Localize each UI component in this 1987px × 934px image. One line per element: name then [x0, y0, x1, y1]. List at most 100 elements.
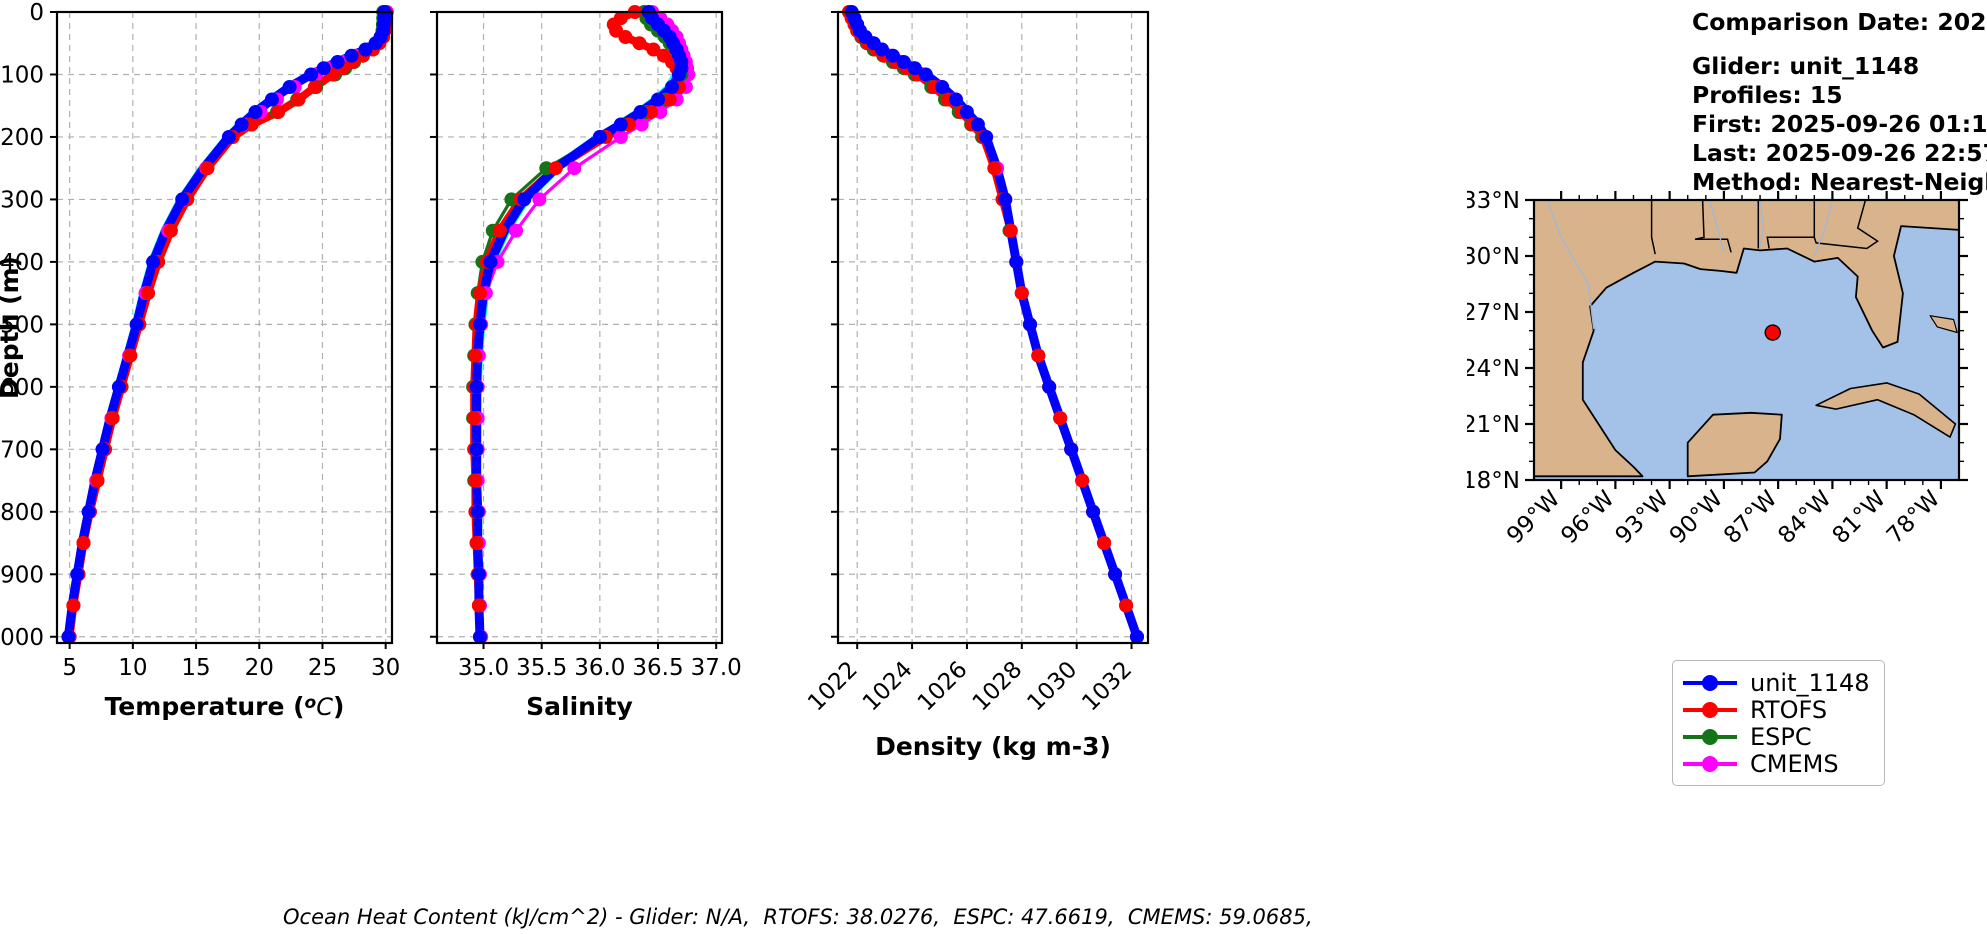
series-marker-RTOFS — [141, 286, 155, 301]
xticklabel: 35.0 — [458, 655, 509, 681]
glider-position-marker[interactable] — [1764, 324, 1781, 341]
xticklabel: 36.0 — [574, 655, 625, 681]
xticklabel: 25 — [308, 655, 337, 681]
series-marker-RTOFS — [644, 105, 658, 119]
series-marker-RTOFS — [468, 348, 483, 363]
series-marker-RTOFS — [492, 223, 507, 238]
series-marker-unit_1148 — [672, 67, 686, 82]
series-marker-RTOFS — [1097, 536, 1112, 550]
legend: unit_1148 RTOFS ESPC CMEMS — [1672, 660, 1885, 786]
series-marker-unit_1148 — [221, 130, 236, 144]
series-marker-unit_1148 — [248, 105, 263, 119]
map-lat-label: 27°N — [1467, 300, 1520, 326]
river — [1708, 200, 1725, 253]
series-marker-unit_1148 — [1042, 379, 1057, 394]
xticklabel: 1022 — [803, 657, 863, 717]
series-marker-unit_1148 — [61, 629, 76, 644]
yticklabel: 200 — [0, 125, 44, 151]
series-marker-unit_1148 — [111, 379, 126, 394]
interp-method: Method: Nearest-Neighbor — [1692, 168, 1987, 196]
xticklabel: 1032 — [1077, 657, 1137, 717]
state-border — [1766, 200, 1816, 249]
panel-frame — [435, 10, 724, 645]
series-marker-unit_1148 — [264, 92, 279, 107]
series-marker-unit_1148 — [1023, 317, 1037, 332]
legend-item-3[interactable]: CMEMS — [1683, 749, 1870, 778]
legend-item-1[interactable]: RTOFS — [1683, 696, 1870, 724]
land-cuba — [1815, 382, 1957, 438]
series-marker-unit_1148 — [70, 567, 85, 582]
series-marker-RTOFS — [1031, 348, 1046, 363]
series-marker-RTOFS — [469, 536, 484, 550]
series-marker-unit_1148 — [665, 80, 679, 94]
series-marker-unit_1148 — [358, 42, 373, 57]
yticklabel: 400 — [0, 250, 44, 276]
panel-temperature: 5101520253001002003004005006007008009001… — [0, 0, 400, 721]
series-marker-unit_1148 — [907, 61, 922, 76]
yticklabel: 300 — [0, 187, 44, 213]
series-marker-CMEMS — [634, 117, 649, 132]
map-lon-label: 99°W — [1502, 486, 1565, 549]
xticklabel: 1030 — [1023, 657, 1083, 717]
series-marker-RTOFS — [291, 92, 306, 107]
series-marker-unit_1148 — [304, 67, 319, 82]
state-border — [1694, 200, 1732, 253]
yticklabel: 1000 — [0, 625, 44, 651]
series-marker-unit_1148 — [959, 105, 974, 119]
map-landmasses — [1534, 200, 1959, 478]
yticklabel: 500 — [0, 312, 44, 338]
map-lon-label: 90°W — [1665, 486, 1728, 549]
river — [1759, 200, 1765, 247]
legend-label-3: CMEMS — [1750, 749, 1839, 778]
series-marker-CMEMS — [532, 192, 547, 207]
series-marker-RTOFS — [646, 42, 661, 57]
river — [1546, 200, 1595, 329]
series-marker-RTOFS — [163, 223, 178, 238]
map-lon-label: 84°W — [1773, 486, 1836, 549]
series-marker-unit_1148 — [473, 317, 487, 332]
series-marker-RTOFS — [1053, 411, 1068, 426]
legend-line-3 — [1683, 755, 1737, 772]
series-marker-RTOFS — [1119, 598, 1134, 613]
series-marker-unit_1148 — [1086, 504, 1101, 519]
series-marker-RTOFS — [662, 92, 677, 107]
last-profile-time: Last: 2025-09-26 22:57:47 — [1692, 139, 1987, 167]
legend-item-2[interactable]: ESPC — [1683, 723, 1870, 751]
state-border — [1650, 200, 1656, 255]
map-frame — [1532, 198, 1961, 482]
series-marker-RTOFS — [1075, 473, 1090, 488]
xticklabel: 37.0 — [691, 655, 742, 681]
series-marker-unit_1148 — [1064, 442, 1079, 457]
series-marker-RTOFS — [123, 348, 138, 363]
map-lon-label: 96°W — [1556, 486, 1619, 549]
series-marker-unit_1148 — [885, 48, 900, 63]
series-marker-unit_1148 — [935, 80, 950, 94]
series-marker-unit_1148 — [234, 117, 249, 132]
series-marker-unit_1148 — [470, 504, 485, 519]
series-marker-RTOFS — [105, 411, 120, 426]
series-marker-unit_1148 — [368, 36, 383, 51]
yticklabel: 600 — [0, 375, 44, 401]
xticklabel: 35.5 — [516, 655, 567, 681]
series-marker-unit_1148 — [175, 192, 190, 207]
map-lat-label: 21°N — [1467, 412, 1520, 438]
yaxis-label: Depth (m) — [0, 256, 24, 399]
series-marker-unit_1148 — [344, 48, 359, 63]
series-marker-RTOFS — [618, 30, 633, 44]
series-marker-RTOFS — [1003, 223, 1018, 238]
land-bahamas — [1929, 315, 1958, 334]
series-marker-unit_1148 — [469, 442, 484, 457]
series-marker-RTOFS — [66, 598, 81, 613]
series-marker-unit_1148 — [998, 192, 1013, 207]
series-marker-RTOFS — [473, 286, 487, 301]
river — [1813, 200, 1834, 257]
series-marker-unit_1148 — [129, 317, 144, 332]
panel-salinity: 35.0 35.5 36.0 36.5 37.0 Salinity — [430, 5, 742, 721]
legend-item-0[interactable]: unit_1148 — [1683, 669, 1870, 697]
series-marker-unit_1148 — [651, 92, 665, 107]
series-marker-CMEMS — [509, 223, 524, 238]
series-marker-unit_1148 — [473, 629, 487, 644]
xticklabel: 36.5 — [632, 655, 683, 681]
